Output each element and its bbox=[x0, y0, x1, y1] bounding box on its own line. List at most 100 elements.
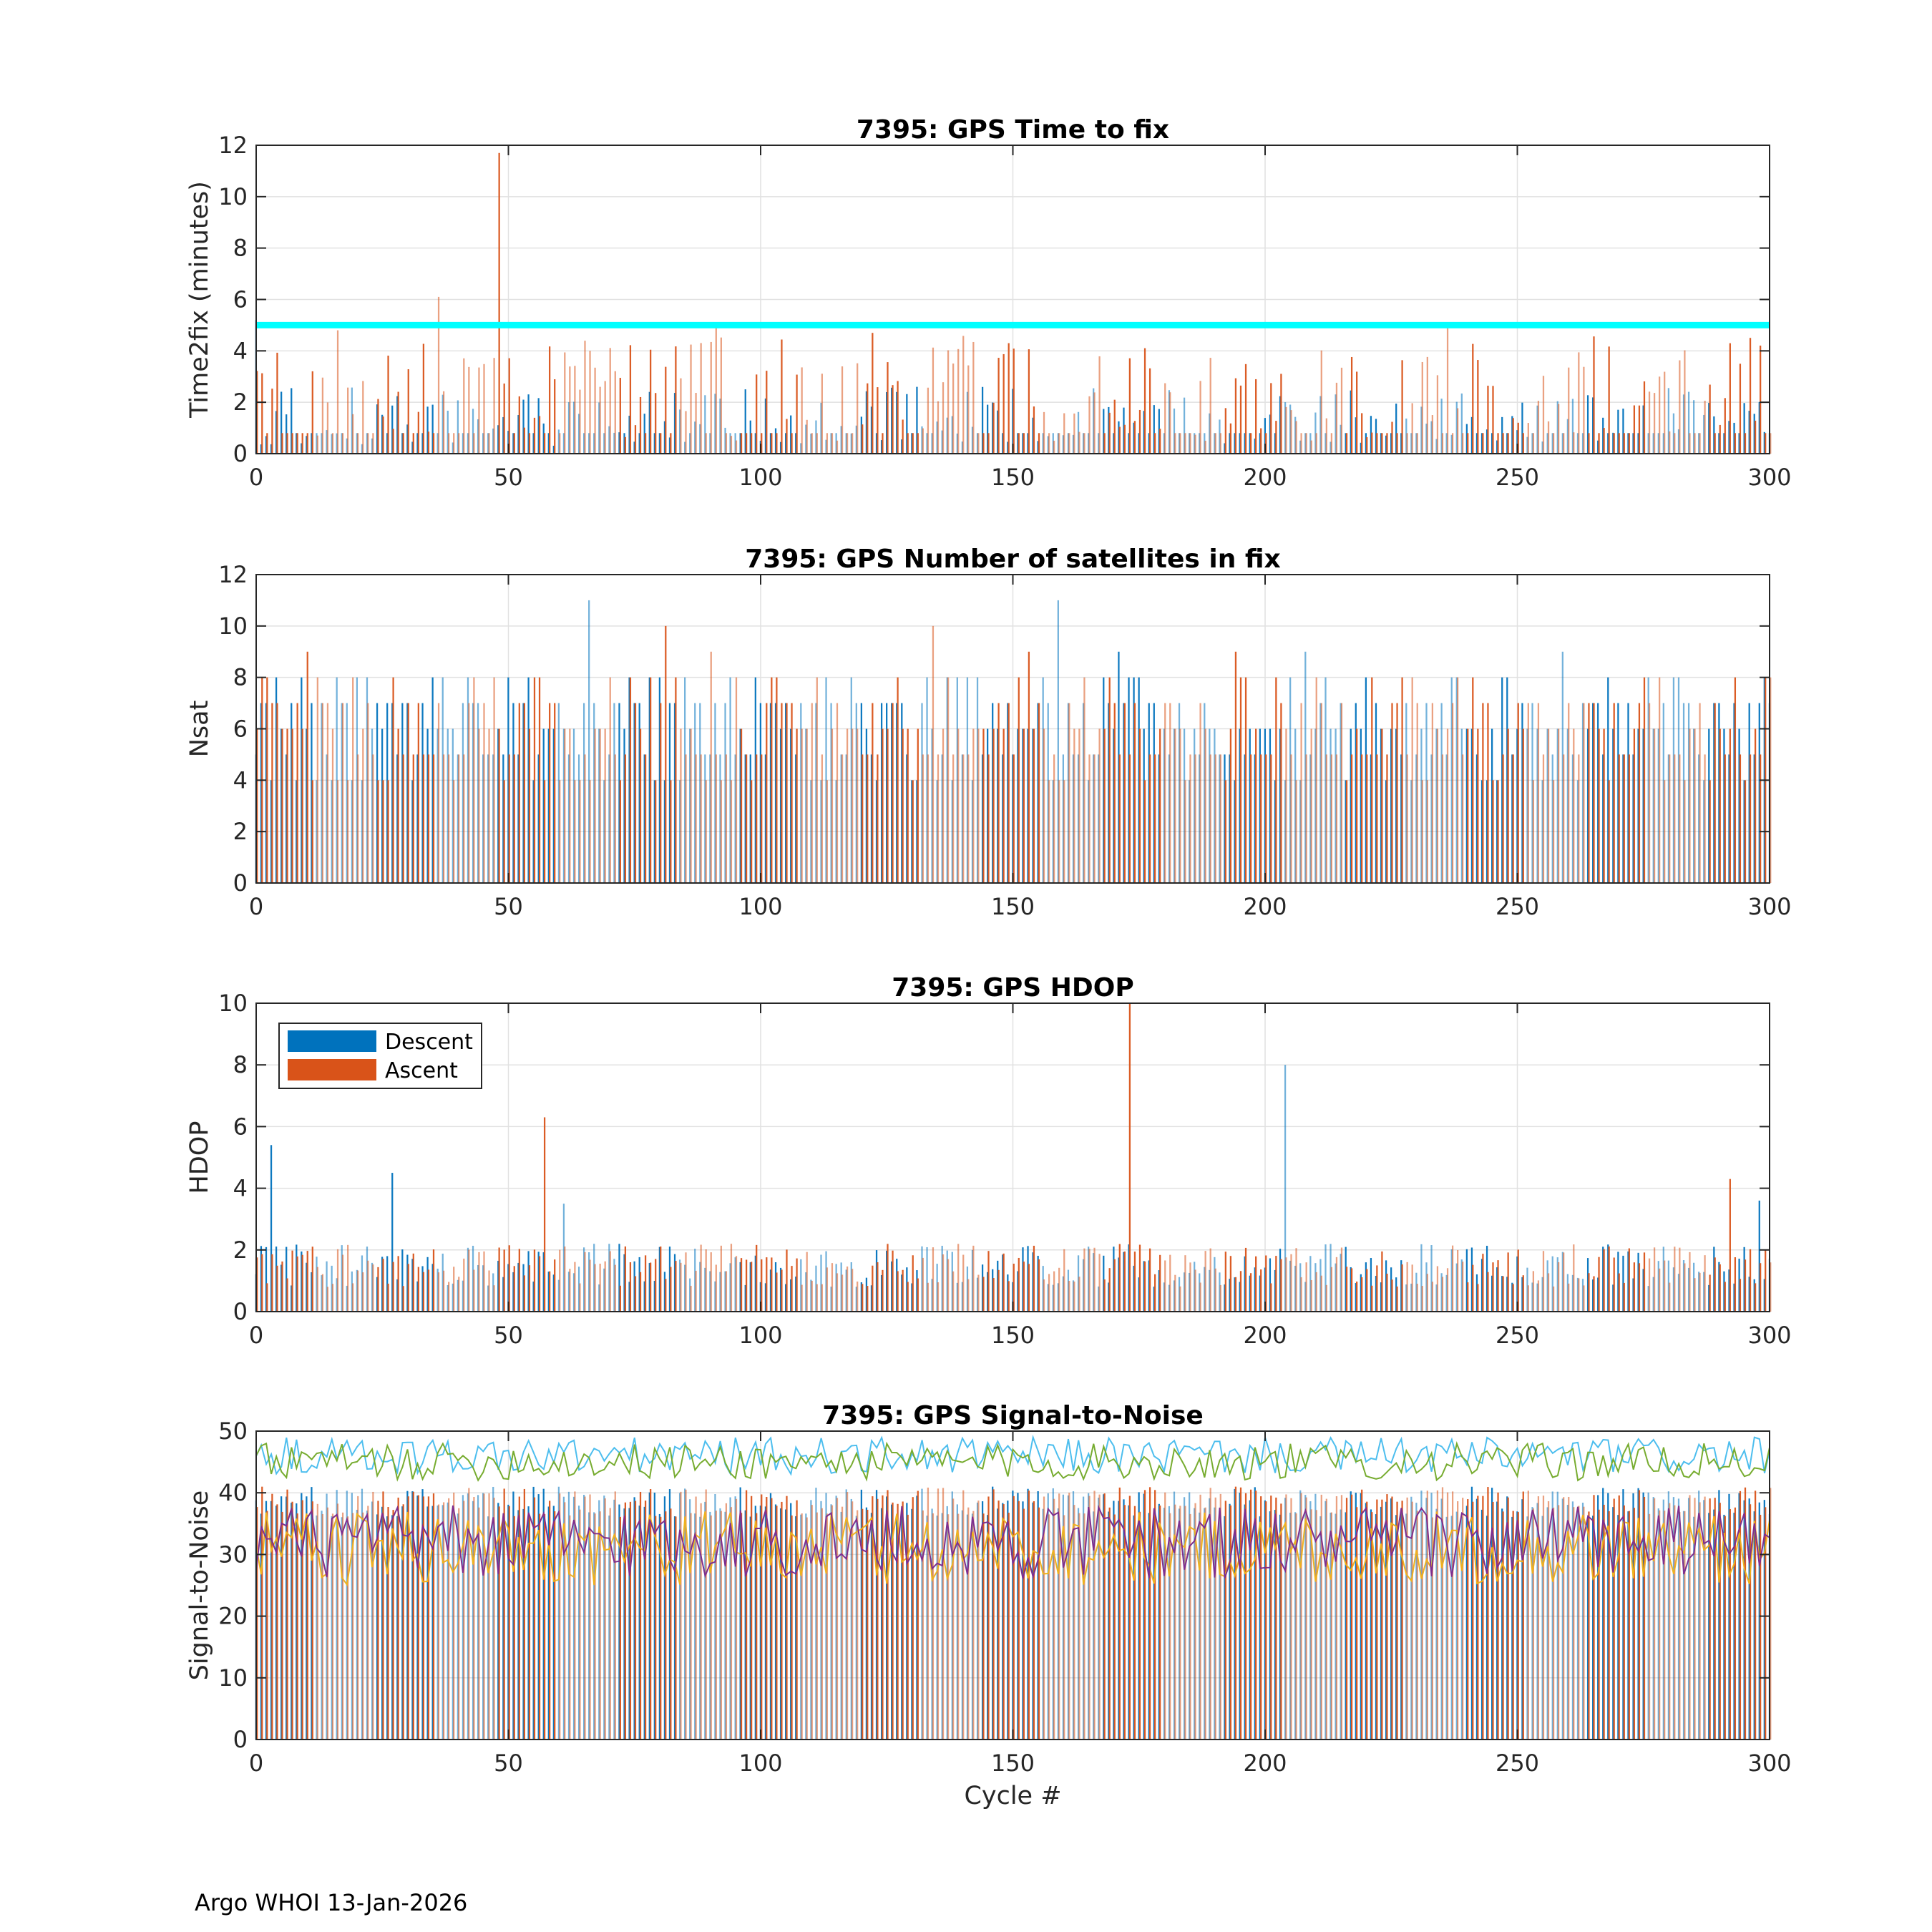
bar-ascent-177 bbox=[1148, 1248, 1151, 1312]
bar-ascent-91 bbox=[715, 1511, 717, 1740]
bar-descent-85 bbox=[684, 1264, 686, 1312]
bar-descent-216 bbox=[1345, 780, 1347, 883]
bar-ascent-19 bbox=[352, 1513, 354, 1740]
bar-descent-78 bbox=[648, 1492, 650, 1740]
bar-descent-206 bbox=[1294, 416, 1297, 454]
bar-ascent-134 bbox=[932, 625, 935, 883]
bar-ascent-289 bbox=[1714, 1257, 1716, 1312]
bar-ascent-225 bbox=[1391, 1279, 1393, 1312]
bar-descent-82 bbox=[668, 1489, 671, 1740]
bar-descent-205 bbox=[1289, 677, 1292, 883]
bar-ascent-189 bbox=[1209, 1248, 1211, 1312]
bar-descent-131 bbox=[916, 780, 918, 883]
bar-descent-37 bbox=[441, 1505, 444, 1740]
bar-ascent-189 bbox=[1209, 754, 1211, 883]
bar-descent-197 bbox=[1249, 728, 1251, 883]
bar-descent-203 bbox=[1279, 1514, 1282, 1740]
bar-descent-121 bbox=[865, 391, 868, 454]
bar-ascent-134 bbox=[932, 1247, 935, 1312]
bar-descent-96 bbox=[739, 728, 741, 883]
bar-descent-227 bbox=[1400, 1511, 1402, 1740]
bar-descent-282 bbox=[1677, 1274, 1680, 1312]
bar-descent-36 bbox=[436, 1505, 439, 1740]
bar-ascent-231 bbox=[1421, 780, 1423, 883]
bar-descent-95 bbox=[734, 1257, 736, 1312]
bar-ascent-279 bbox=[1664, 1511, 1666, 1740]
bar-ascent-228 bbox=[1406, 754, 1408, 883]
bar-descent-17 bbox=[341, 1245, 343, 1312]
bar-descent-203 bbox=[1279, 1249, 1282, 1312]
bar-ascent-192 bbox=[1224, 408, 1226, 454]
bar-descent-58 bbox=[547, 433, 550, 454]
bar-descent-200 bbox=[1264, 418, 1267, 454]
bar-descent-142 bbox=[971, 780, 974, 883]
bar-descent-241 bbox=[1470, 728, 1473, 883]
bar-descent-67 bbox=[593, 703, 595, 883]
bar-ascent-236 bbox=[1446, 325, 1449, 454]
bar-descent-210 bbox=[1314, 728, 1317, 883]
bar-descent-115 bbox=[835, 780, 837, 883]
bar-ascent-267 bbox=[1603, 1504, 1605, 1740]
bar-ascent-222 bbox=[1376, 1499, 1378, 1740]
bar-descent-196 bbox=[1244, 1504, 1246, 1740]
bar-descent-62 bbox=[567, 402, 570, 454]
bar-descent-83 bbox=[673, 1254, 676, 1312]
bar-descent-6 bbox=[286, 1246, 288, 1312]
bar-descent-209 bbox=[1309, 1501, 1312, 1740]
bar-ascent-56 bbox=[538, 677, 541, 883]
bar-descent-237 bbox=[1450, 1516, 1453, 1740]
bar-ascent-108 bbox=[801, 1284, 803, 1312]
bar-descent-133 bbox=[926, 1246, 928, 1312]
bar-descent-50 bbox=[507, 677, 509, 883]
bar-descent-251 bbox=[1521, 402, 1523, 454]
bar-ascent-33 bbox=[422, 754, 425, 883]
bar-ascent-36 bbox=[437, 703, 440, 883]
bar-ascent-133 bbox=[927, 1487, 930, 1740]
x-tick-label: 150 bbox=[991, 1322, 1035, 1349]
bar-descent-88 bbox=[699, 424, 701, 454]
bar-descent-45 bbox=[482, 1493, 484, 1740]
legend-label-ascent: Ascent bbox=[385, 1058, 458, 1083]
bar-ascent-85 bbox=[685, 1489, 687, 1740]
bar-ascent-191 bbox=[1219, 433, 1221, 454]
bar-descent-233 bbox=[1430, 1245, 1433, 1312]
bar-descent-283 bbox=[1682, 1260, 1685, 1312]
bar-descent-198 bbox=[1254, 1487, 1256, 1740]
bar-descent-84 bbox=[678, 1493, 681, 1740]
bar-descent-176 bbox=[1143, 1493, 1145, 1740]
bar-descent-192 bbox=[1224, 1516, 1226, 1740]
bar-descent-274 bbox=[1637, 433, 1639, 454]
bar-descent-153 bbox=[1027, 1488, 1029, 1740]
bar-descent-161 bbox=[1067, 1495, 1070, 1740]
bar-ascent-216 bbox=[1345, 433, 1348, 454]
bar-descent-136 bbox=[941, 430, 943, 454]
bar-ascent-147 bbox=[997, 703, 1000, 883]
bar-ascent-10 bbox=[306, 1251, 308, 1312]
bar-descent-265 bbox=[1592, 1279, 1594, 1312]
bar-descent-111 bbox=[815, 1265, 817, 1312]
bar-ascent-192 bbox=[1224, 1501, 1226, 1740]
bar-ascent-277 bbox=[1653, 1498, 1656, 1740]
bar-descent-177 bbox=[1148, 703, 1150, 883]
bar-descent-12 bbox=[316, 780, 318, 883]
bar-ascent-213 bbox=[1330, 1512, 1333, 1740]
bar-ascent-244 bbox=[1487, 1487, 1489, 1740]
bar-descent-160 bbox=[1062, 1276, 1065, 1312]
x-tick-label: 0 bbox=[249, 1322, 263, 1349]
bar-ascent-238 bbox=[1457, 1250, 1459, 1312]
bar-descent-195 bbox=[1239, 433, 1241, 454]
bar-descent-99 bbox=[754, 677, 756, 883]
bar-ascent-47 bbox=[493, 1498, 495, 1740]
bar-ascent-75 bbox=[634, 1501, 637, 1740]
bar-descent-158 bbox=[1052, 1488, 1054, 1740]
bar-ascent-240 bbox=[1467, 433, 1469, 454]
bar-ascent-217 bbox=[1350, 754, 1353, 883]
bar-ascent-216 bbox=[1345, 1498, 1348, 1740]
bar-ascent-252 bbox=[1527, 703, 1529, 883]
bar-ascent-181 bbox=[1169, 703, 1171, 883]
bar-ascent-132 bbox=[922, 754, 924, 883]
bar-ascent-131 bbox=[917, 433, 919, 454]
bar-descent-109 bbox=[805, 1272, 807, 1312]
bar-descent-43 bbox=[472, 1501, 474, 1740]
bar-descent-241 bbox=[1470, 416, 1473, 454]
